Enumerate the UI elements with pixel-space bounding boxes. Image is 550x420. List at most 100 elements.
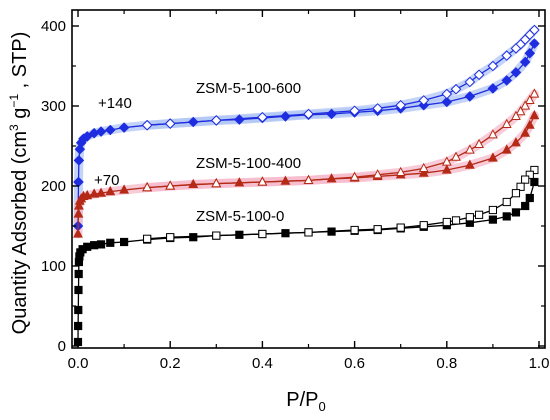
y-tick-label: 300 — [41, 98, 66, 115]
desorption-point — [418, 95, 430, 106]
x-tick-label: 0.8 — [436, 355, 457, 372]
adsorption-point — [187, 116, 199, 128]
x-axis-title-sub: 0 — [319, 399, 326, 414]
desorption-point — [487, 60, 499, 72]
desorption-point — [525, 170, 534, 179]
desorption-point — [210, 115, 222, 126]
desorption-point — [473, 69, 485, 81]
series-halo — [73, 39, 539, 231]
desorption-point — [441, 88, 453, 100]
adsorption-point — [81, 131, 93, 142]
adsorption-point — [511, 208, 521, 217]
desorption-point — [372, 169, 383, 179]
adsorption-point — [120, 237, 129, 247]
adsorption-point — [520, 127, 531, 137]
adsorption-point — [529, 38, 540, 49]
series-label-zsm-600: ZSM-5-100-600 — [196, 80, 301, 97]
adsorption-point — [525, 193, 534, 203]
adsorption-point — [519, 56, 531, 68]
adsorption-line — [77, 43, 535, 227]
adsorption-point — [90, 241, 99, 250]
x-tick-label: 1.0 — [529, 355, 550, 372]
adsorption-point — [530, 177, 539, 187]
adsorption-point — [511, 137, 521, 147]
desorption-point — [373, 225, 382, 234]
adsorption-point — [74, 269, 83, 279]
series-zsm-5-100-0 — [73, 165, 539, 347]
adsorption-line — [77, 181, 536, 343]
desorption-point — [419, 221, 428, 230]
adsorption-point — [488, 215, 497, 224]
adsorption-point — [74, 321, 83, 331]
x-tick-label: 0.0 — [68, 355, 89, 372]
y-axis-title-sup1: 3 — [7, 124, 21, 131]
offset-label-140: +140 — [98, 95, 132, 112]
adsorption-point — [119, 184, 130, 194]
adsorption-point — [464, 91, 476, 102]
adsorption-point — [418, 167, 429, 177]
adsorption-point — [118, 122, 130, 133]
x-axis-title: P/P0 — [286, 389, 325, 414]
adsorption-point — [74, 305, 83, 315]
y-axis-title-main: Quantity Adsorbed (cm — [9, 131, 31, 334]
desorption-point — [474, 210, 484, 219]
desorption-point — [501, 50, 513, 61]
desorption-point — [502, 197, 511, 207]
desorption-point — [451, 151, 461, 161]
adsorption-point — [73, 208, 84, 218]
desorption-point — [520, 100, 531, 110]
adsorption-point — [529, 109, 540, 120]
adsorption-point — [501, 75, 513, 86]
desorption-point — [257, 176, 268, 186]
adsorption-point — [441, 164, 452, 174]
desorption-point — [450, 83, 462, 95]
x-axis: 0.0 0.2 0.4 0.6 0.8 1.0 — [68, 10, 550, 372]
desorption-point — [258, 229, 267, 239]
series-label-zsm-400: ZSM-5-100-400 — [196, 155, 301, 172]
y-tick-label: 200 — [41, 178, 66, 195]
desorption-point — [465, 213, 474, 222]
desorption-point — [165, 180, 176, 190]
adsorption-point — [105, 185, 116, 196]
desorption-point — [212, 231, 221, 240]
offset-label-70: +70 — [94, 172, 119, 189]
y-axis: 0 100 200 300 400 — [41, 18, 545, 355]
desorption-point — [350, 225, 359, 235]
y-tick-label: 400 — [41, 18, 66, 35]
desorption-point — [395, 99, 407, 111]
x-tick-label: 0.4 — [252, 355, 273, 372]
desorption-point — [164, 118, 176, 129]
halo-layer — [73, 25, 539, 239]
desorption-point — [349, 105, 360, 117]
series-label-zsm-0: ZSM-5-100-0 — [196, 208, 284, 225]
desorption-point — [303, 108, 314, 120]
desorption-point — [511, 189, 521, 198]
adsorption-point — [96, 187, 106, 197]
adsorption-point — [441, 96, 453, 108]
desorption-point — [464, 76, 476, 88]
desorption-point — [516, 182, 525, 191]
desorption-point — [487, 129, 498, 139]
adsorption-point — [510, 67, 522, 78]
adsorption-point — [96, 240, 106, 249]
adsorption-point — [95, 126, 107, 137]
adsorption-point — [502, 212, 511, 221]
adsorption-point — [188, 178, 199, 188]
adsorption-point — [74, 285, 83, 295]
desorption-point — [142, 181, 153, 192]
desorption-point — [501, 118, 512, 128]
adsorption-point — [326, 108, 337, 120]
desorption-point — [166, 233, 175, 242]
adsorption-point — [487, 152, 498, 162]
desorption-point — [303, 174, 314, 184]
desorption-point — [349, 171, 360, 181]
adsorption-point — [327, 227, 336, 236]
y-axis-title-sup2: −1 — [7, 94, 21, 108]
adsorption-point — [280, 175, 291, 185]
x-tick-label: 0.6 — [344, 355, 365, 372]
y-tick-label: 100 — [41, 258, 66, 275]
desorption-point — [442, 217, 451, 227]
y-axis-title-mid: g — [9, 108, 31, 125]
desorption-point — [372, 103, 383, 114]
desorption-point — [529, 88, 540, 98]
